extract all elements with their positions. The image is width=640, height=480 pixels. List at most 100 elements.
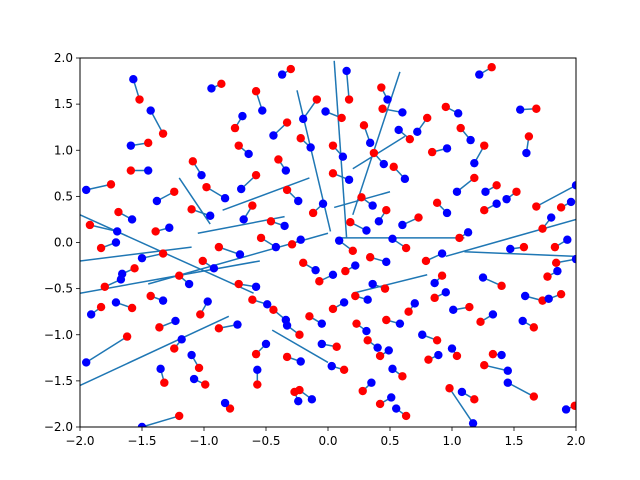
start-point: [234, 141, 243, 150]
start-point: [423, 113, 432, 123]
end-point: [111, 298, 121, 307]
end-point: [449, 305, 458, 315]
start-point: [96, 243, 106, 253]
pair-segment: [507, 382, 535, 398]
start-point: [344, 95, 354, 104]
start-point: [170, 187, 179, 196]
start-point: [328, 141, 338, 150]
start-point: [389, 162, 398, 172]
start-point: [346, 218, 355, 227]
y-tick-label: 1.0: [54, 143, 73, 157]
end-point: [299, 114, 308, 124]
start-point: [217, 79, 226, 89]
start-point: [532, 104, 541, 113]
start-point: [432, 198, 442, 208]
end-point: [220, 194, 230, 203]
y-tick-label: 1.5: [54, 97, 73, 111]
start-point: [170, 344, 179, 353]
y-tick-label: −1.0: [44, 328, 73, 342]
end-point: [382, 257, 391, 267]
start-point: [456, 123, 465, 133]
start-point: [100, 282, 110, 291]
x-tick-label: 2.0: [566, 434, 585, 448]
x-tick-label: −1.5: [127, 434, 156, 448]
end-point: [387, 393, 396, 402]
start-point: [529, 323, 539, 332]
start-point: [230, 123, 240, 133]
start-point: [251, 349, 261, 359]
start-point: [295, 330, 304, 339]
start-point: [424, 355, 433, 364]
end-point: [327, 361, 336, 371]
start-point: [96, 302, 106, 312]
end-point: [137, 422, 147, 427]
start-point: [122, 332, 132, 341]
end-point: [339, 298, 349, 307]
start-point: [375, 351, 385, 361]
end-point: [296, 235, 305, 244]
start-point: [382, 206, 391, 215]
start-point: [114, 207, 123, 217]
pair-segment: [345, 70, 350, 100]
end-point: [342, 66, 351, 76]
start-point: [352, 319, 361, 328]
start-point: [308, 208, 318, 218]
start-point: [337, 113, 346, 123]
pair-segment: [535, 184, 576, 208]
end-point: [362, 326, 371, 336]
start-point: [135, 95, 144, 104]
end-point: [468, 419, 478, 427]
end-point: [189, 374, 199, 384]
start-point: [296, 134, 305, 143]
start-point: [455, 233, 464, 243]
end-point: [317, 339, 326, 349]
end-point: [470, 158, 479, 168]
start-point: [551, 258, 561, 267]
start-point: [532, 202, 541, 211]
x-tick-label: 0.0: [318, 434, 337, 448]
end-point: [367, 378, 376, 387]
end-point: [430, 278, 439, 288]
end-point: [233, 320, 242, 329]
start-point: [85, 220, 95, 230]
end-point: [318, 199, 328, 208]
end-point: [187, 350, 196, 360]
start-point: [214, 324, 224, 333]
start-point: [382, 315, 391, 325]
start-point: [282, 118, 292, 127]
end-point: [239, 215, 248, 224]
end-point: [463, 228, 473, 237]
start-point: [414, 213, 423, 222]
start-point: [332, 342, 341, 351]
end-point: [452, 187, 462, 196]
start-point: [487, 63, 496, 72]
y-tick-label: −2.0: [44, 420, 73, 434]
start-point: [328, 169, 338, 178]
start-point: [421, 256, 431, 266]
pair-segment: [150, 110, 164, 135]
start-point: [465, 302, 474, 312]
end-point: [418, 330, 427, 339]
start-point: [158, 249, 168, 258]
start-point: [158, 129, 168, 138]
start-point: [248, 201, 257, 210]
start-point: [188, 157, 198, 166]
start-point: [151, 227, 160, 236]
start-point: [538, 224, 547, 233]
end-point: [466, 135, 475, 145]
end-point: [220, 398, 230, 408]
start-point: [127, 303, 137, 313]
end-point: [294, 196, 303, 206]
start-point: [146, 291, 155, 301]
start-point: [570, 401, 576, 410]
end-point: [516, 105, 525, 114]
end-point: [506, 244, 515, 254]
x-tick-label: −1.0: [189, 434, 218, 448]
start-point: [543, 272, 552, 281]
end-point: [457, 387, 467, 397]
start-point: [512, 187, 521, 196]
end-point: [368, 279, 377, 289]
start-point: [430, 293, 439, 303]
end-point: [271, 242, 281, 252]
end-point: [442, 208, 452, 218]
